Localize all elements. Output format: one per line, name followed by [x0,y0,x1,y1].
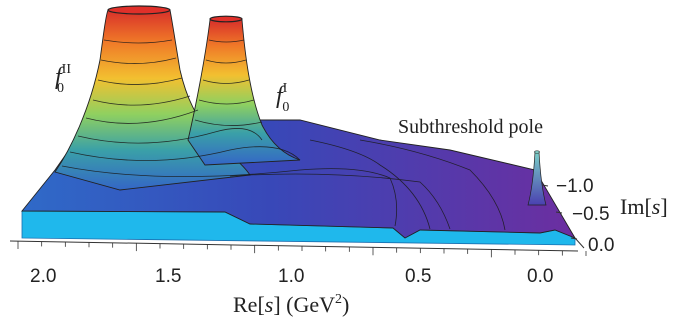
im-tick-label-neg-0-5: −0.5 [572,204,610,225]
re-tick-label-0-0: 0.0 [527,266,553,287]
contour-lines [61,39,506,231]
im-tick-label-neg-1-0: −1.0 [556,176,594,197]
re-axis [9,240,579,252]
label-f0-II: fII 0 [55,62,71,96]
re-tick-label-2-0: 2.0 [30,266,56,287]
re-axis-title: Re[s] (GeV2) [233,292,349,317]
re-axis-ticks [17,241,587,258]
re-tick-label-1-0: 1.0 [278,266,304,287]
label-subthreshold-pole: Subthreshold pole [398,116,543,138]
re-tick-label-1-5: 1.5 [155,266,181,287]
subthreshold-spike-top [534,150,540,154]
peak-f0-I-top [209,15,243,23]
im-axis [541,184,585,249]
im-tick-label-0-0: 0.0 [588,235,614,256]
re-tick-label-0-5: 0.5 [405,266,431,287]
label-f0-I: fI 0 [276,81,289,115]
im-axis-title: Im[s] [620,194,668,219]
peak-f0-II-top [107,5,171,15]
